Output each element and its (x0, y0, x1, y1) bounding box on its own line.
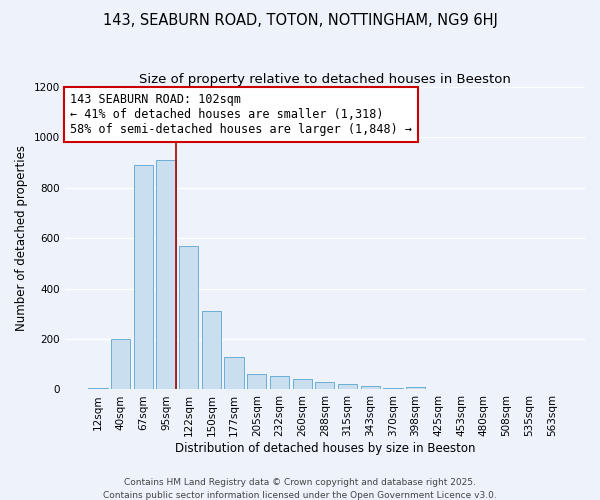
Bar (361, 386, 380, 390)
Bar (179, 246, 199, 390)
Bar (88, 388, 107, 390)
Text: Contains HM Land Registry data © Crown copyright and database right 2025.
Contai: Contains HM Land Registry data © Crown c… (103, 478, 497, 500)
Bar (451, 389, 470, 390)
Y-axis label: Number of detached properties: Number of detached properties (15, 145, 28, 331)
Title: Size of property relative to detached houses in Beeston: Size of property relative to detached ho… (139, 72, 511, 86)
Bar (428, 389, 448, 390)
Text: 143, SEABURN ROAD, TOTON, NOTTINGHAM, NG9 6HJ: 143, SEABURN ROAD, TOTON, NOTTINGHAM, NG… (103, 12, 497, 28)
Bar (202, 311, 221, 390)
Text: 143 SEABURN ROAD: 102sqm
← 41% of detached houses are smaller (1,318)
58% of sem: 143 SEABURN ROAD: 102sqm ← 41% of detach… (70, 92, 412, 136)
Bar (383, 388, 403, 390)
Bar (247, 374, 266, 390)
Bar (224, 356, 244, 390)
Bar (134, 165, 153, 390)
Bar (406, 388, 425, 390)
Bar (315, 382, 334, 390)
Bar (111, 339, 130, 390)
Bar (293, 380, 312, 390)
Bar (270, 376, 289, 390)
X-axis label: Distribution of detached houses by size in Beeston: Distribution of detached houses by size … (175, 442, 475, 455)
Bar (497, 389, 516, 390)
Bar (338, 384, 357, 390)
Bar (157, 160, 176, 390)
